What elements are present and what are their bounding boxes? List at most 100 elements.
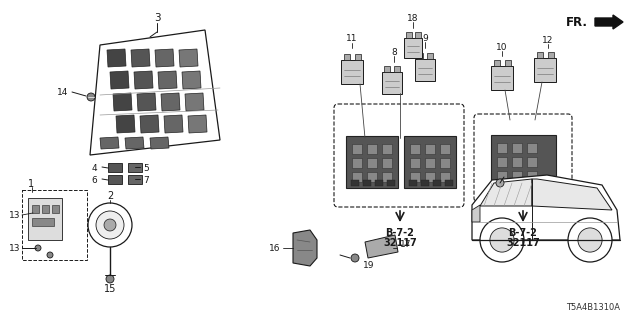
Bar: [410, 144, 420, 154]
Bar: [547, 52, 554, 58]
Bar: [32, 205, 39, 213]
Bar: [425, 172, 435, 182]
Bar: [520, 187, 527, 193]
Circle shape: [496, 179, 504, 187]
Bar: [527, 171, 536, 181]
Polygon shape: [100, 137, 119, 149]
Bar: [32, 218, 54, 226]
Bar: [493, 60, 499, 66]
Polygon shape: [365, 235, 398, 258]
Bar: [352, 158, 362, 168]
Bar: [52, 205, 59, 213]
Bar: [508, 187, 515, 193]
Polygon shape: [346, 136, 398, 188]
Text: 10: 10: [496, 43, 508, 52]
Polygon shape: [107, 49, 126, 67]
Bar: [394, 66, 400, 72]
Circle shape: [87, 93, 95, 101]
Circle shape: [578, 228, 602, 252]
FancyBboxPatch shape: [334, 104, 464, 207]
Polygon shape: [128, 163, 142, 172]
Text: B-7-2: B-7-2: [509, 228, 538, 238]
Polygon shape: [90, 30, 220, 155]
Bar: [504, 60, 511, 66]
Bar: [382, 172, 392, 182]
Bar: [355, 54, 360, 60]
Bar: [352, 144, 362, 154]
Text: 13: 13: [8, 211, 20, 220]
Polygon shape: [382, 72, 402, 94]
Polygon shape: [415, 59, 435, 81]
Polygon shape: [472, 175, 620, 240]
Circle shape: [106, 275, 114, 283]
Bar: [382, 158, 392, 168]
Bar: [352, 172, 362, 182]
Bar: [527, 157, 536, 167]
Text: 32117: 32117: [506, 238, 540, 248]
Text: 19: 19: [363, 260, 374, 269]
Polygon shape: [404, 38, 422, 58]
Text: B-7-2: B-7-2: [385, 228, 415, 238]
Bar: [382, 144, 392, 154]
FancyArrow shape: [595, 15, 623, 29]
Circle shape: [480, 218, 524, 262]
Polygon shape: [140, 115, 159, 133]
Text: 18: 18: [407, 13, 419, 22]
Text: 17: 17: [400, 239, 412, 249]
Bar: [440, 172, 450, 182]
Bar: [22, 190, 87, 260]
Circle shape: [490, 228, 514, 252]
Polygon shape: [131, 49, 150, 67]
Text: 5: 5: [143, 164, 148, 172]
Polygon shape: [28, 198, 62, 240]
Text: FR.: FR.: [566, 15, 588, 28]
Bar: [497, 143, 506, 153]
Polygon shape: [128, 175, 142, 184]
Bar: [427, 53, 433, 59]
Polygon shape: [188, 115, 207, 133]
Polygon shape: [532, 179, 612, 210]
Polygon shape: [108, 163, 122, 172]
Polygon shape: [164, 115, 183, 133]
Text: 6: 6: [92, 175, 97, 185]
Text: 13: 13: [8, 244, 20, 252]
Bar: [410, 158, 420, 168]
Bar: [363, 180, 371, 186]
Text: 7: 7: [143, 175, 148, 185]
Bar: [421, 180, 429, 186]
Bar: [440, 144, 450, 154]
Bar: [351, 180, 359, 186]
Circle shape: [35, 245, 41, 251]
Polygon shape: [293, 230, 317, 266]
Text: 4: 4: [92, 164, 97, 172]
Text: 3: 3: [154, 13, 160, 23]
Bar: [409, 180, 417, 186]
Polygon shape: [491, 66, 513, 90]
Circle shape: [88, 203, 132, 247]
Text: 32117: 32117: [383, 238, 417, 248]
Bar: [42, 205, 49, 213]
Polygon shape: [158, 71, 177, 89]
Bar: [440, 158, 450, 168]
Bar: [367, 158, 377, 168]
Polygon shape: [185, 93, 204, 111]
Polygon shape: [150, 137, 169, 149]
Text: 12: 12: [542, 36, 554, 44]
Polygon shape: [179, 49, 198, 67]
Bar: [367, 144, 377, 154]
Text: 16: 16: [269, 244, 280, 252]
Polygon shape: [134, 71, 153, 89]
FancyBboxPatch shape: [474, 114, 572, 202]
Text: 15: 15: [104, 284, 116, 294]
Bar: [387, 180, 395, 186]
Bar: [344, 54, 349, 60]
Circle shape: [104, 219, 116, 231]
Bar: [384, 66, 390, 72]
Text: 8: 8: [391, 47, 397, 57]
Text: 14: 14: [56, 87, 68, 97]
Circle shape: [351, 254, 359, 262]
Polygon shape: [404, 136, 456, 188]
Bar: [497, 157, 506, 167]
Text: 9: 9: [422, 34, 428, 43]
Polygon shape: [125, 137, 144, 149]
